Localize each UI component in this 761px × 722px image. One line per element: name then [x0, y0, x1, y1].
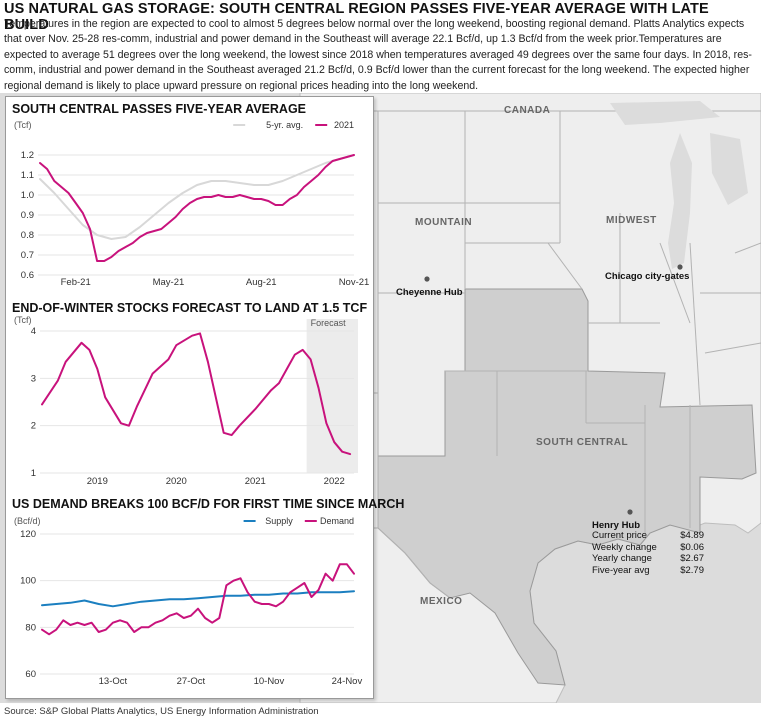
- y-tick-label: 0.7: [21, 250, 34, 261]
- x-tick-label: 10-Nov: [254, 676, 285, 687]
- legend-label: 2021: [334, 120, 354, 130]
- x-tick-label: 13-Oct: [99, 676, 128, 687]
- x-tick-label: 27-Oct: [177, 676, 206, 687]
- y-tick-label: 2: [31, 421, 36, 432]
- hub-stat-label: Current price: [592, 530, 647, 541]
- region-label-mexico: MEXICO: [420, 596, 462, 607]
- chart-title: US DEMAND BREAKS 100 BCF/D FOR FIRST TIM…: [12, 497, 404, 511]
- series-line: [39, 154, 355, 240]
- y-axis-unit: (Tcf): [14, 120, 32, 130]
- y-axis-unit: (Tcf): [14, 315, 32, 325]
- hub-stat-row: Yearly change $2.67: [592, 553, 704, 565]
- chart-0-svg: SOUTH CENTRAL PASSES FIVE-YEAR AVERAGE (T…: [12, 102, 370, 288]
- charts-panel: SOUTH CENTRAL PASSES FIVE-YEAR AVERAGE (T…: [5, 96, 404, 699]
- y-tick-label: 0.6: [21, 270, 34, 281]
- x-tick-label: Nov-21: [339, 277, 370, 288]
- y-tick-label: 3: [31, 373, 36, 384]
- hub-stat-value: $0.06: [680, 541, 704, 553]
- y-tick-label: 1.2: [21, 150, 34, 161]
- chart-2-svg: US DEMAND BREAKS 100 BCF/D FOR FIRST TIM…: [12, 497, 404, 687]
- series-line: [41, 332, 352, 456]
- x-tick-label: Feb-21: [61, 277, 91, 288]
- y-tick-label: 0.8: [21, 230, 34, 241]
- chicago-hub-marker: [677, 264, 683, 270]
- y-tick-label: 1.1: [21, 170, 34, 181]
- y-axis-unit: (Bcf/d): [14, 516, 41, 526]
- hub-stat-row: Current price $4.89: [592, 530, 704, 542]
- henry-hub-marker: [627, 509, 633, 515]
- hub-stat-label: Weekly change: [592, 541, 657, 553]
- cheyenne-hub-marker: [424, 276, 430, 282]
- hub-stat-label: Five-year avg: [592, 565, 650, 577]
- hub-stat-value: $2.79: [680, 565, 704, 577]
- hub-stat-row: Weekly change $0.06: [592, 542, 704, 554]
- chart-title: SOUTH CENTRAL PASSES FIVE-YEAR AVERAGE: [12, 102, 306, 116]
- x-tick-label: May-21: [153, 277, 185, 288]
- series-line: [41, 563, 355, 636]
- lake-superior: [610, 101, 720, 125]
- page-title: US NATURAL GAS STORAGE: SOUTH CENTRAL RE…: [4, 1, 709, 33]
- hub-stat-value: $4.89: [680, 530, 704, 541]
- region-label-mountain: MOUNTAIN: [415, 217, 472, 228]
- henry-hub-stats: Current price $4.89 Weekly change $0.06 Ye…: [592, 530, 704, 577]
- y-tick-label: 4: [31, 326, 36, 337]
- chart-title: END-OF-WINTER STOCKS FORECAST TO LAND AT…: [12, 301, 367, 315]
- x-tick-label: Aug-21: [246, 277, 277, 288]
- y-tick-label: 100: [20, 576, 36, 587]
- y-tick-label: 60: [25, 669, 36, 680]
- page-description: Temperatures in the region are expected …: [4, 18, 752, 92]
- hub-stat-row: Five-year avg $2.79: [592, 565, 704, 577]
- y-tick-label: 1.0: [21, 190, 34, 201]
- x-tick-label: 2020: [166, 476, 187, 487]
- chicago-hub-label: Chicago city-gates: [605, 271, 689, 282]
- region-label-midwest: MIDWEST: [606, 215, 657, 226]
- forecast-label: Forecast: [311, 318, 347, 328]
- forecast-shade: [306, 319, 358, 473]
- x-tick-label: 2021: [245, 476, 266, 487]
- series-line: [39, 154, 355, 262]
- y-tick-label: 120: [20, 529, 36, 540]
- x-tick-label: 2022: [324, 476, 345, 487]
- lake-huron: [710, 133, 748, 205]
- chart-storage-vs-average: SOUTH CENTRAL PASSES FIVE-YEAR AVERAGE (T…: [6, 97, 373, 293]
- cheyenne-hub-label: Cheyenne Hub: [396, 287, 463, 298]
- y-tick-label: 1: [31, 468, 36, 479]
- hub-stat-value: $2.67: [680, 553, 704, 565]
- henry-hub-label: Henry Hub: [592, 520, 640, 531]
- region-label-canada: CANADA: [504, 105, 550, 116]
- lake-michigan: [668, 133, 692, 269]
- legend-label: Supply: [265, 516, 293, 526]
- y-tick-label: 80: [25, 622, 36, 633]
- state-lines: [300, 110, 761, 533]
- series-line: [41, 590, 355, 608]
- legend-label: 5-yr. avg.: [266, 120, 303, 130]
- x-tick-label: 2019: [87, 476, 108, 487]
- chart-end-of-winter: END-OF-WINTER STOCKS FORECAST TO LAND AT…: [6, 293, 373, 493]
- x-tick-label: 24-Nov: [332, 676, 363, 687]
- y-tick-label: 0.9: [21, 210, 34, 221]
- hub-stat-label: Yearly change: [592, 553, 652, 565]
- source-note: Source: S&P Global Platts Analytics, US …: [4, 706, 319, 717]
- chart-1-svg: END-OF-WINTER STOCKS FORECAST TO LAND AT…: [12, 301, 367, 487]
- chart-supply-demand: US DEMAND BREAKS 100 BCF/D FOR FIRST TIM…: [6, 493, 404, 698]
- legend-label: Demand: [320, 516, 354, 526]
- region-label-south-central: SOUTH CENTRAL: [536, 437, 628, 448]
